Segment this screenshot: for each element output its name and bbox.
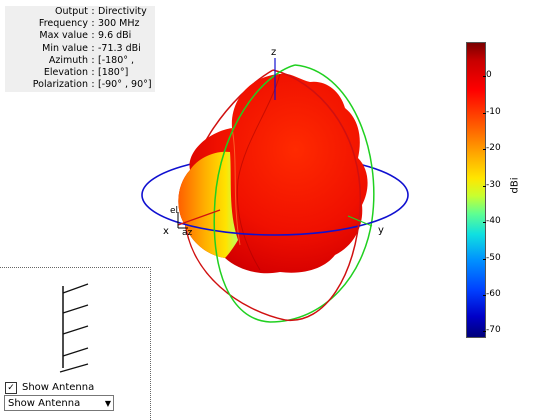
antenna-icon (59, 283, 89, 373)
info-value: 9.6 dBi (98, 30, 132, 42)
colorbar-unit-label: dBi (509, 177, 521, 194)
info-row: Frequency:300 MHz (5, 18, 155, 30)
colorbar-tick: 0 (483, 70, 492, 80)
colorbar-tick: -50 (483, 253, 501, 263)
colorbar (466, 42, 486, 338)
info-value: -71.3 dBi (98, 42, 141, 54)
panel-divider (150, 379, 151, 420)
colorbar-tick: -70 (483, 325, 501, 335)
info-panel: Output: Directivity Frequency:300 MHz Max… (5, 6, 155, 92)
info-row: Min value: -71.3 dBi (5, 43, 155, 55)
dropdown-selected-value: Show Antenna (8, 398, 81, 409)
chevron-down-icon: ▼ (104, 399, 111, 408)
y-axis-line (347, 215, 373, 227)
info-key: Output (55, 6, 88, 17)
info-row: Azimuth: [-180° , (5, 55, 155, 67)
pattern-lobe-ridge (231, 127, 241, 246)
azimuth-ring-front (141, 194, 409, 236)
info-value: Directivity (98, 6, 147, 17)
z-axis-label: z (271, 47, 276, 58)
green-ring-front (213, 64, 296, 323)
show-antenna-checkbox[interactable]: ✓ (5, 381, 17, 394)
pattern-lobe-ridge (236, 73, 281, 271)
info-key: Elevation (43, 67, 88, 79)
info-row: Elevation: [180°] (5, 67, 155, 79)
x-axis-label: x (163, 226, 169, 237)
el-label: el (170, 206, 178, 216)
y-axis-label: y (378, 225, 384, 236)
colorbar-tick: -20 (483, 143, 501, 153)
info-key: Azimuth (48, 54, 88, 66)
green-ring-back (269, 64, 375, 323)
show-antenna-checkbox-label: Show Antenna (22, 382, 95, 393)
info-key: Min value (42, 42, 88, 54)
elevation-ring-front (272, 69, 362, 321)
colorbar-tick: -30 (483, 180, 501, 190)
info-key: Polarization (32, 79, 88, 91)
show-antenna-checkbox-row[interactable]: ✓ Show Antenna (5, 381, 94, 394)
view-mode-dropdown[interactable]: Show Antenna ▼ (4, 395, 114, 411)
info-row: Polarization: [-90° , 90°] (5, 79, 155, 91)
info-row: Output: Directivity (5, 6, 155, 18)
info-value: [-180° , (98, 54, 135, 66)
pattern-lobe-side (178, 151, 238, 258)
info-key: Max value (39, 30, 88, 42)
colorbar-tick: -10 (483, 107, 501, 117)
radiation-pattern-plot[interactable]: z x y el az (120, 40, 420, 330)
antenna-thumbnail[interactable] (0, 267, 151, 380)
colorbar-tick: -60 (483, 289, 501, 299)
az-label: az (182, 228, 193, 238)
info-row: Max value:9.6 dBi (5, 30, 155, 42)
colorbar-tick: -40 (483, 216, 501, 226)
info-key: Frequency (38, 18, 88, 30)
info-value: [-90° , 90°] (98, 79, 152, 91)
x-axis-line (177, 209, 221, 226)
info-value: 300 MHz (98, 18, 140, 30)
info-value: [180°] (98, 67, 129, 79)
